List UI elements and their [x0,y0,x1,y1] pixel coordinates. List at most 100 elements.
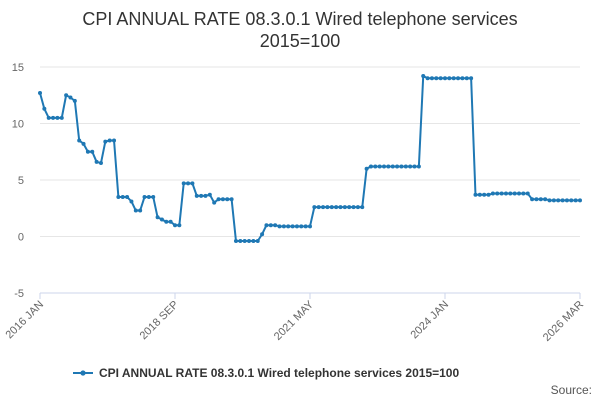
data-point[interactable] [408,164,413,169]
data-point[interactable] [216,197,221,202]
data-point[interactable] [125,194,130,199]
data-point[interactable] [521,191,526,196]
data-point[interactable] [382,164,387,169]
data-point[interactable] [503,191,508,196]
data-point[interactable] [46,115,51,120]
data-point[interactable] [72,98,77,103]
data-point[interactable] [177,223,182,228]
data-point[interactable] [578,198,582,203]
data-point[interactable] [390,164,395,169]
data-point[interactable] [451,76,456,81]
data-point[interactable] [447,76,452,81]
data-point[interactable] [425,76,430,81]
data-point[interactable] [508,191,513,196]
data-point[interactable] [159,217,164,222]
data-point[interactable] [281,224,286,229]
data-point[interactable] [351,205,356,210]
data-point[interactable] [38,90,42,95]
data-point[interactable] [456,76,461,81]
data-point[interactable] [85,149,90,154]
data-point[interactable] [395,164,400,169]
data-point[interactable] [303,224,308,229]
data-point[interactable] [151,194,156,199]
data-point[interactable] [77,138,82,143]
data-point[interactable] [334,205,339,210]
data-point[interactable] [146,194,151,199]
data-point[interactable] [107,138,112,143]
data-point[interactable] [247,239,252,244]
data-point[interactable] [482,192,487,197]
data-point[interactable] [120,194,125,199]
data-point[interactable] [308,224,312,229]
data-point[interactable] [194,193,199,198]
data-point[interactable] [342,205,347,210]
data-point[interactable] [386,164,391,169]
data-point[interactable] [220,197,225,202]
data-point[interactable] [347,205,352,210]
data-point[interactable] [329,205,334,210]
data-point[interactable] [299,224,304,229]
data-point[interactable] [573,198,578,203]
data-point[interactable] [181,181,186,186]
data-point[interactable] [59,115,64,120]
data-point[interactable] [434,76,439,81]
data-point[interactable] [199,193,204,198]
data-point[interactable] [133,208,138,213]
data-point[interactable] [486,192,491,197]
data-point[interactable] [499,191,504,196]
data-point[interactable] [312,205,317,210]
data-point[interactable] [412,164,417,169]
data-point[interactable] [164,219,169,224]
data-point[interactable] [469,76,474,81]
data-point[interactable] [490,191,495,196]
data-point[interactable] [460,76,465,81]
data-point[interactable] [264,223,269,228]
data-point[interactable] [517,191,522,196]
data-point[interactable] [416,164,421,169]
data-point[interactable] [556,198,561,203]
data-point[interactable] [286,224,291,229]
data-point[interactable] [538,197,543,202]
legend[interactable]: CPI ANNUAL RATE 08.3.0.1 Wired telephone… [73,366,459,380]
data-point[interactable] [316,205,321,210]
data-point[interactable] [551,198,556,203]
data-point[interactable] [525,191,530,196]
data-point[interactable] [233,239,238,244]
data-point[interactable] [64,93,69,98]
data-point[interactable] [90,149,95,154]
data-point[interactable] [338,205,343,210]
data-point[interactable] [98,161,103,166]
data-point[interactable] [138,208,143,213]
data-point[interactable] [203,193,208,198]
data-point[interactable] [547,198,552,203]
data-point[interactable] [443,76,447,81]
data-point[interactable] [207,192,212,197]
data-point[interactable] [477,192,482,197]
data-point[interactable] [168,219,173,224]
data-point[interactable] [155,215,160,220]
data-point[interactable] [543,197,548,202]
data-point[interactable] [569,198,574,203]
data-point[interactable] [377,164,382,169]
data-point[interactable] [473,192,478,197]
data-point[interactable] [530,197,535,202]
data-point[interactable] [260,232,265,237]
data-point[interactable] [51,115,56,120]
data-point[interactable] [103,139,108,144]
data-point[interactable] [534,197,539,202]
data-point[interactable] [42,106,47,111]
data-point[interactable] [277,224,282,229]
data-point[interactable] [186,181,191,186]
data-point[interactable] [294,224,299,229]
data-point[interactable] [364,166,369,171]
data-point[interactable] [212,200,217,205]
data-point[interactable] [564,198,569,203]
data-point[interactable] [55,115,60,120]
data-point[interactable] [129,199,134,204]
data-point[interactable] [268,223,273,228]
data-point[interactable] [399,164,404,169]
data-point[interactable] [94,159,99,164]
data-point[interactable] [464,76,469,81]
data-point[interactable] [429,76,434,81]
data-point[interactable] [438,76,443,81]
